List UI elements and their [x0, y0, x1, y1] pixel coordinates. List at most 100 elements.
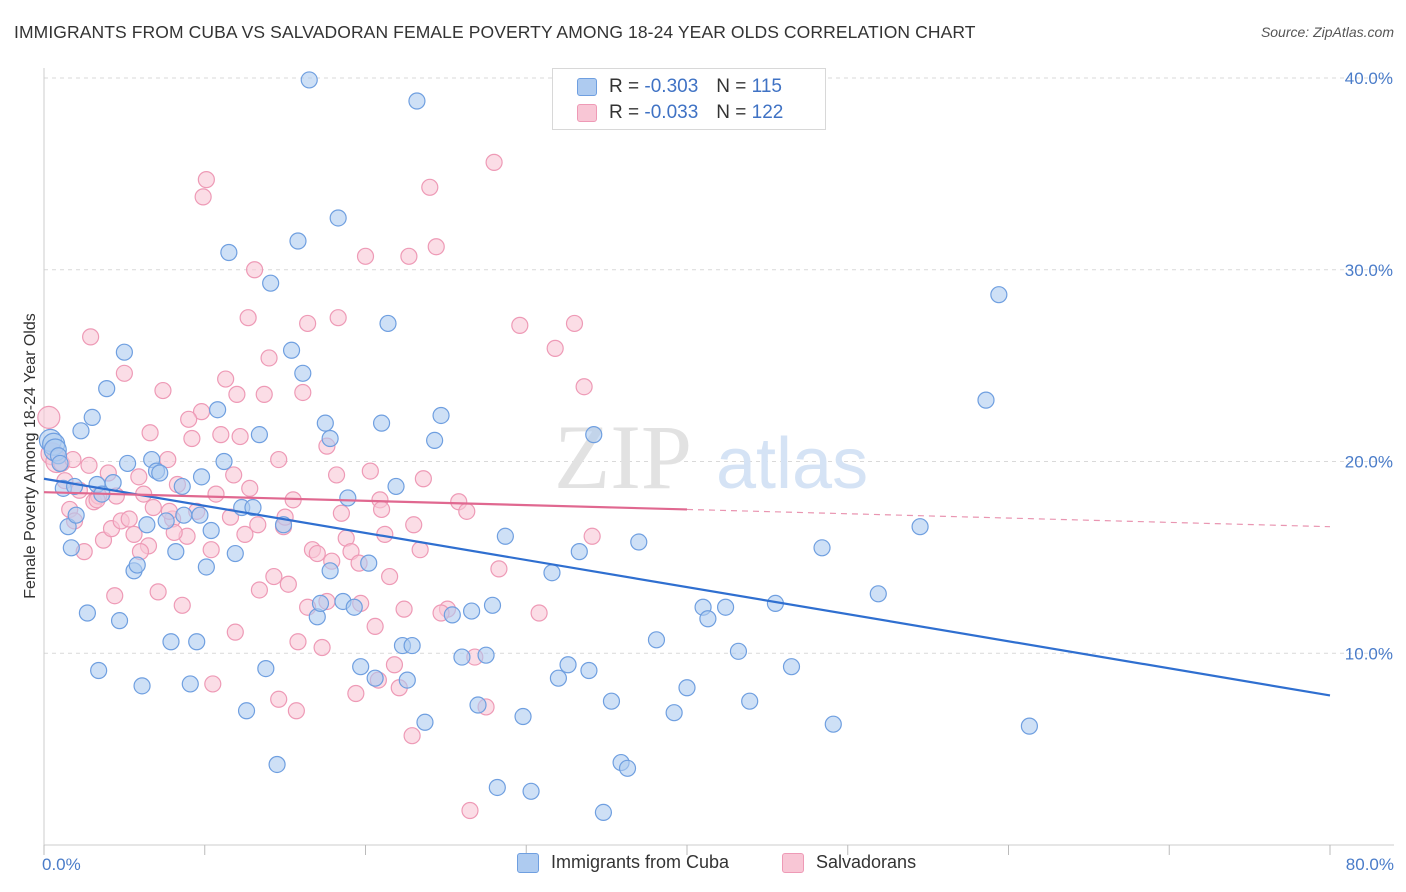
cuba-point	[387, 477, 405, 496]
salvadorans-point	[130, 468, 148, 486]
cuba-point	[67, 506, 85, 524]
salvadorans-point	[546, 339, 564, 357]
cuba-point	[226, 544, 244, 563]
salvadorans-point	[144, 498, 162, 517]
salvadorans-point	[575, 378, 593, 396]
cuba-point	[398, 671, 416, 689]
salvadorans-trend-line-extension	[686, 508, 1331, 528]
salvadorans-point	[427, 238, 445, 256]
y-tick-label-30: 30.0%	[1345, 261, 1393, 280]
cuba-point	[372, 414, 391, 432]
salvadorans-point	[183, 429, 201, 448]
salvadorans-point	[294, 383, 312, 402]
chart-title: IMMIGRANTS FROM CUBA VS SALVADORAN FEMAL…	[14, 22, 976, 42]
cuba-point	[250, 426, 269, 444]
cuba-point	[128, 556, 146, 574]
cuba-point	[257, 659, 275, 678]
salvadorans-point	[332, 504, 350, 522]
cuba-point	[220, 243, 238, 262]
cuba-point	[813, 539, 831, 557]
salvadorans-point	[239, 309, 257, 327]
legend-n-label: N =	[716, 76, 747, 97]
salvadorans-point	[356, 247, 375, 265]
salvadorans-point	[458, 502, 476, 520]
salvadorans-point	[207, 485, 225, 503]
x-tick-label-max: 80.0%	[1346, 855, 1394, 874]
cuba-point	[192, 468, 211, 486]
cuba-point	[237, 702, 256, 720]
cuba-point	[244, 498, 262, 517]
cuba-point	[157, 512, 175, 530]
x-tick-label-min: 0.0%	[42, 855, 81, 874]
cuba-point	[1020, 717, 1038, 735]
salvadorans-point	[37, 405, 61, 429]
cuba-point	[104, 473, 122, 492]
cuba-point	[408, 92, 426, 110]
cuba-point	[741, 692, 759, 710]
salvadorans-point	[530, 604, 548, 622]
cuba-point	[51, 454, 69, 473]
watermark-atlas: atlas	[716, 424, 868, 504]
cuba-point	[339, 489, 357, 507]
legend-n-value-salvadorans: 122	[751, 102, 784, 123]
cuba-point	[416, 713, 434, 731]
cuba-point	[90, 661, 108, 680]
salvadorans-point	[228, 385, 246, 403]
salvadorans-point	[125, 525, 143, 543]
cuba-point	[62, 539, 80, 557]
salvadorans-point	[299, 314, 317, 333]
salvadorans-point	[204, 675, 222, 693]
legend-r-label: R =	[609, 76, 640, 97]
cuba-point	[477, 646, 495, 664]
cuba-point	[580, 661, 598, 680]
salvadorans-point	[313, 638, 331, 657]
salvadorans-point	[236, 525, 254, 543]
cuba-point	[559, 656, 577, 674]
cuba-point	[175, 506, 193, 524]
salvadorans-point	[180, 410, 198, 428]
cuba-point	[630, 533, 648, 551]
salvadorans-point	[173, 596, 191, 614]
watermark: ZIP atlas	[554, 406, 868, 508]
salvadorans-point	[395, 600, 413, 618]
cuba-point	[78, 604, 97, 622]
cuba-point	[977, 391, 995, 409]
bottom-legend-item-cuba: Immigrants from Cuba	[517, 852, 729, 873]
salvadorans-point	[366, 617, 384, 636]
salvadorans-point	[115, 364, 133, 382]
cuba-point	[162, 633, 180, 651]
salvadorans-point	[231, 427, 249, 446]
cuba-point	[426, 431, 444, 450]
cuba-point	[379, 314, 397, 333]
cuba-point	[618, 759, 637, 777]
cuba-point	[570, 543, 588, 561]
cuba-point	[262, 274, 280, 292]
cuba-point	[522, 782, 540, 800]
cuba-point	[911, 518, 929, 536]
y-tick-label-40: 40.0%	[1345, 69, 1393, 88]
cuba-point	[110, 612, 129, 630]
bottom-legend-swatch-cuba	[517, 852, 539, 873]
cuba-point	[181, 675, 199, 693]
salvadorans-point	[255, 385, 273, 403]
cuba-point	[115, 343, 133, 361]
cuba-point	[83, 408, 101, 426]
bottom-legend-label-cuba: Immigrants from Cuba	[551, 852, 730, 872]
legend-row-salvadorans: R = -0.033 N = 122	[577, 101, 783, 125]
salvadorans-point	[194, 188, 212, 206]
salvadorans-point	[250, 581, 269, 599]
salvadorans-point	[400, 247, 418, 265]
cuba-point	[360, 554, 378, 572]
trend-lines	[43, 477, 1331, 697]
cuba-point	[602, 692, 621, 710]
cuba-point	[462, 602, 481, 620]
cuba-point	[294, 364, 312, 382]
salvadorans-point	[202, 541, 220, 559]
salvadorans-point	[327, 466, 346, 484]
salvadorans-point	[372, 500, 391, 519]
salvadorans-point	[289, 633, 307, 651]
salvadorans-point	[265, 567, 283, 586]
salvadorans-point	[80, 456, 98, 474]
cuba-point	[197, 558, 215, 576]
